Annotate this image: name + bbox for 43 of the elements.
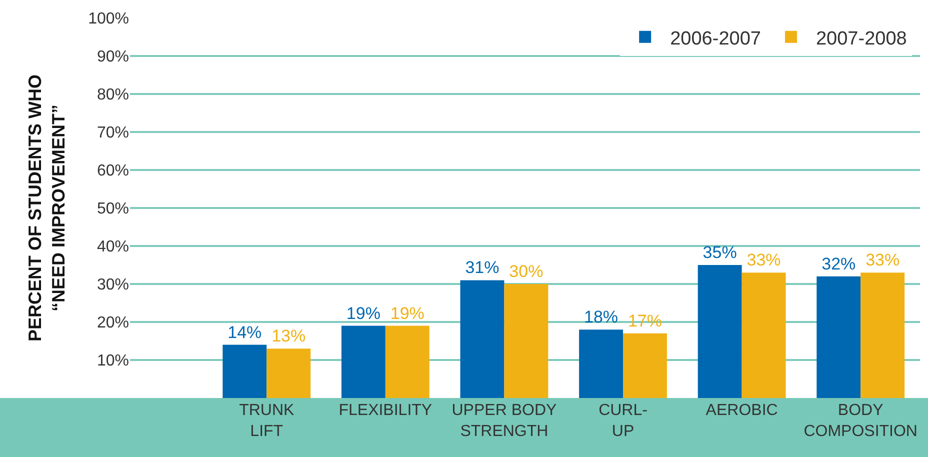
data-label: 18%: [584, 308, 618, 327]
x-tick-label: AEROBIC: [706, 402, 778, 419]
x-tick-label: BODY COMPOSITION: [804, 402, 918, 440]
data-label: 14%: [228, 322, 262, 342]
bar: [460, 280, 504, 398]
bar: [222, 344, 267, 398]
y-tick-label: 60%: [96, 162, 129, 180]
bar: [266, 348, 311, 398]
data-label: 33%: [746, 250, 781, 270]
data-label: 33%: [866, 250, 900, 270]
data-label: 32%: [822, 254, 856, 274]
x-tick-label: UPPER BODY STRENGTH: [452, 402, 557, 440]
y-tick-label: 30%: [96, 276, 129, 294]
bar: [385, 326, 430, 398]
y-tick-label: 70%: [96, 124, 129, 142]
y-tick-label: 10%: [96, 352, 129, 370]
bar: [341, 326, 386, 398]
y-tick-label: 90%: [96, 48, 129, 66]
y-axis-title: PERCENT OF STUDENTS WHO “NEED IMPROVEMENT”: [24, 74, 68, 342]
bar: [816, 276, 861, 398]
y-tick-label: 40%: [96, 238, 129, 256]
bar: [504, 284, 548, 398]
data-label: 19%: [390, 304, 424, 323]
data-label: 17%: [628, 311, 662, 330]
data-label: 19%: [346, 304, 380, 323]
y-tick-label: 100%: [88, 10, 129, 28]
bar: [860, 272, 905, 398]
y-tick-label: 20%: [96, 314, 129, 332]
legend-label: 2006-2007: [670, 28, 761, 50]
legend-label: 2007-2008: [816, 28, 907, 50]
y-tick-label: 50%: [96, 200, 129, 218]
y-tick-label: 80%: [96, 86, 129, 104]
x-tick-label: FLEXIBILITY: [338, 402, 432, 419]
x-tick-label: TRUNK LIFT: [239, 402, 295, 440]
data-label: 35%: [702, 243, 737, 262]
bar: [623, 333, 667, 398]
data-label: 30%: [509, 262, 544, 281]
bar: [742, 272, 786, 398]
x-tick-label: CURL- UP: [598, 402, 648, 440]
data-label: 13%: [272, 326, 306, 346]
data-label: 31%: [465, 258, 500, 278]
bar: [698, 265, 742, 398]
bar: [579, 330, 624, 398]
